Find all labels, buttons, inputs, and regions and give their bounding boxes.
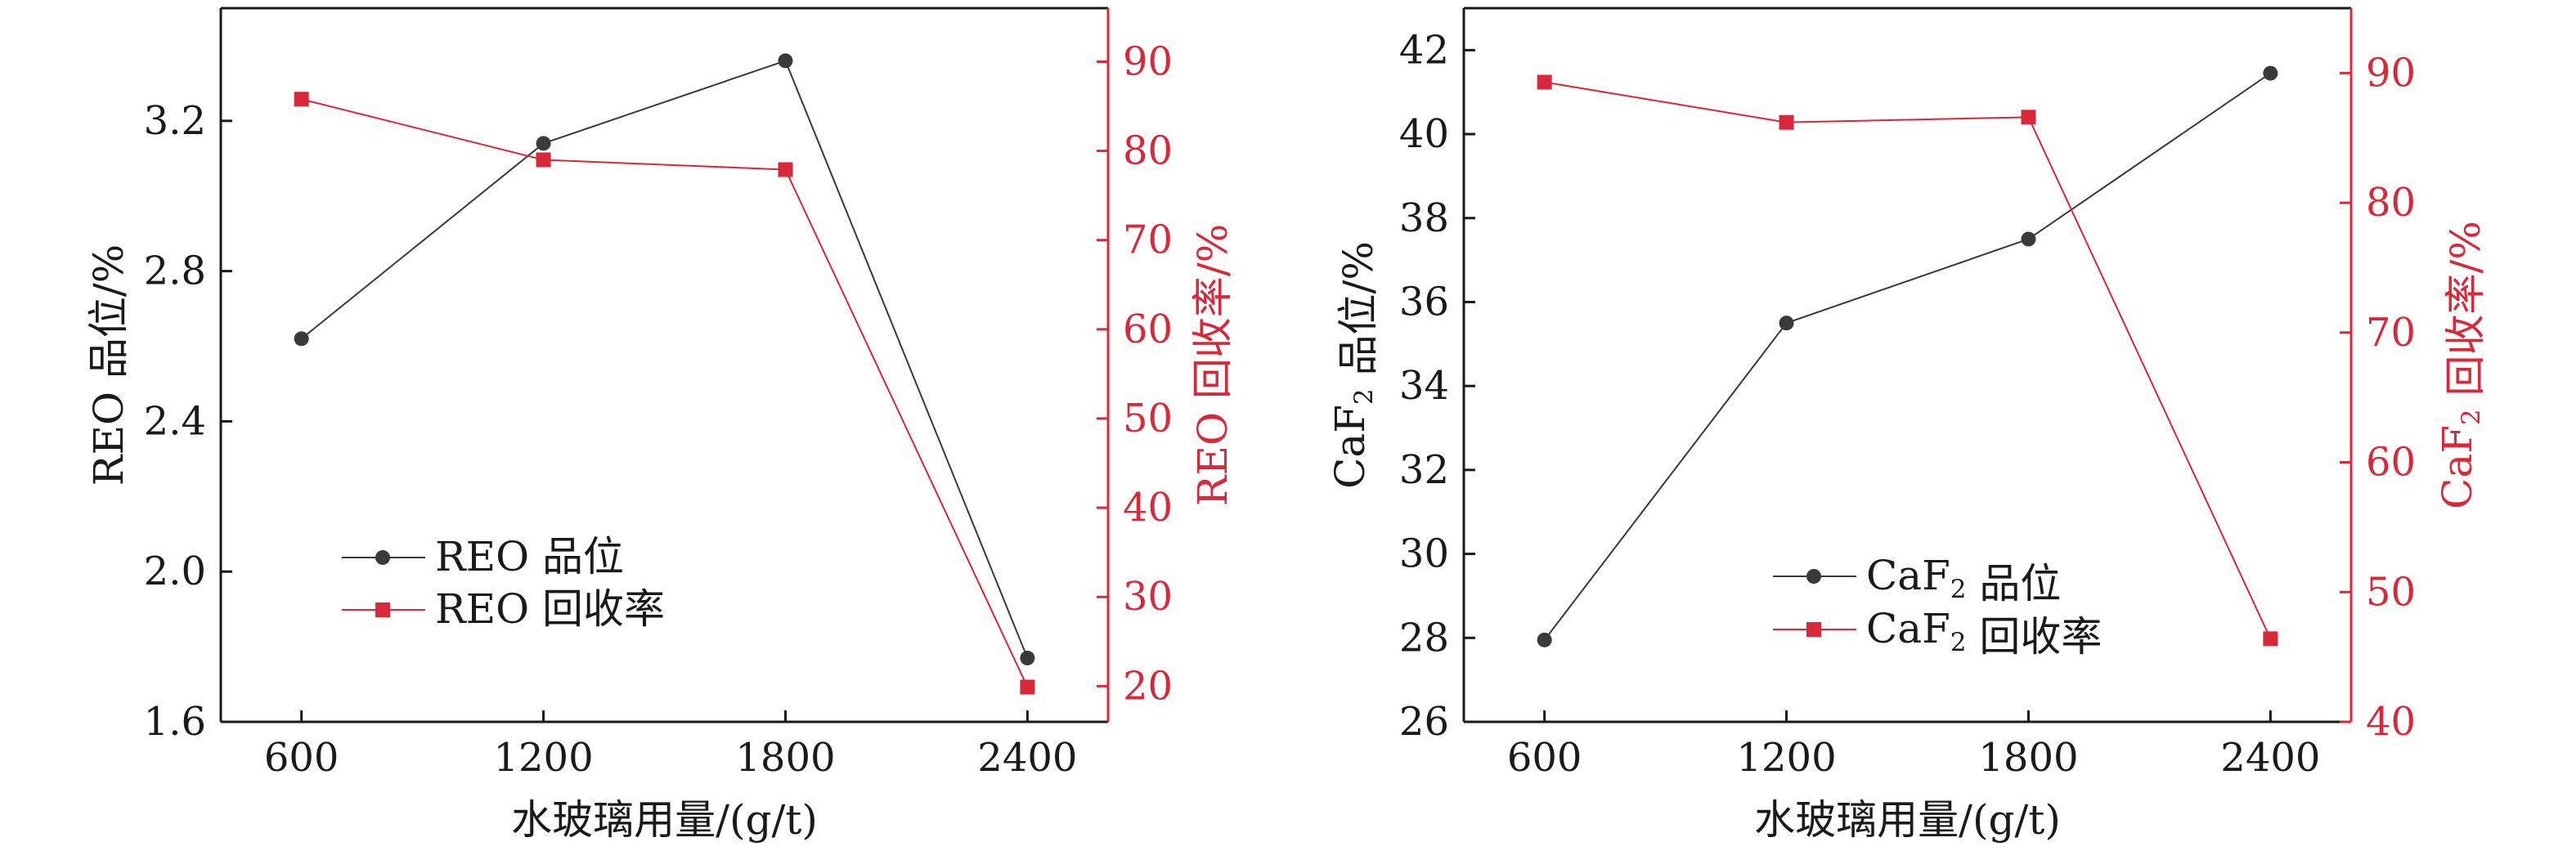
y-left-tick-label: 30 — [1399, 531, 1449, 577]
y-left-tick-label: 38 — [1399, 195, 1449, 241]
y-left-title-group: CaF2 品位/% — [1326, 241, 1382, 489]
legend-marker-recovery — [1806, 622, 1821, 637]
data-point-grade — [1779, 316, 1794, 331]
series-line-2 — [301, 98, 1029, 688]
data-point-grade — [778, 53, 793, 69]
y-right-tick-label: 60 — [2366, 440, 2416, 486]
y-right-axis-title: REO 回收率/% — [1189, 224, 1236, 506]
y-right-title-group: CaF2 回收率/% — [2434, 221, 2489, 509]
series-line-2 — [1544, 81, 2272, 639]
y-left-tick-label: 3.2 — [144, 98, 206, 144]
legend-marker-grade — [375, 550, 390, 565]
y-left-axis-title: CaF2 品位/% — [1326, 241, 1382, 489]
y-right-tick-label: 30 — [1123, 574, 1173, 620]
x-tick-label: 2400 — [2220, 735, 2320, 781]
x-tick-label: 1200 — [493, 735, 593, 781]
chart-1: 600 1200 1800 2400 1.6 2.0 2.4 2.8 3.2 20 30 40 50 60… — [85, 7, 1236, 844]
y-right-tick-label: 90 — [1123, 38, 1173, 84]
y-left-tick-label: 42 — [1399, 27, 1449, 73]
legend-label: CaF2 品位 — [1866, 552, 2061, 607]
x-tick-label: 1200 — [1736, 735, 1836, 781]
series-line-1 — [301, 60, 1029, 659]
x-tick-label: 600 — [1507, 735, 1582, 781]
y-left-tick-label: 28 — [1399, 615, 1449, 661]
y-right-tick-label: 40 — [2366, 699, 2416, 745]
data-point-recovery — [1020, 679, 1035, 695]
legend-label: CaF2 回收率 — [1866, 605, 2102, 661]
y-right-tick-label: 40 — [1123, 485, 1173, 531]
data-point-grade — [2021, 231, 2036, 247]
y-left-title-group: REO 品位/% — [85, 244, 132, 486]
y-right-tick-label: 50 — [1123, 396, 1173, 441]
y-right-tick-label: 70 — [1123, 217, 1173, 263]
legend-label: REO 回收率 — [435, 585, 665, 633]
x-axis-title: 水玻璃用量/(g/t) — [1754, 796, 2061, 844]
x-tick-label: 1800 — [735, 735, 835, 781]
data-point-recovery — [2263, 631, 2278, 647]
y-right-axis-title: CaF2 回收率/% — [2434, 221, 2489, 509]
y-right-tick-label: 70 — [2366, 310, 2416, 356]
y-left-tick-label: 2.8 — [144, 249, 206, 294]
data-point-recovery — [1537, 74, 1552, 90]
y-left-tick-label: 32 — [1399, 447, 1449, 493]
y-left-tick-label: 40 — [1399, 111, 1449, 157]
chart-2: 600 1200 1800 2400 26 28 30 32 34 36 38 40 42 40 50 60 7… — [1326, 7, 2489, 844]
y-right-tick-label: 80 — [1123, 128, 1173, 174]
data-point-grade — [294, 331, 309, 347]
y-left-tick-label: 2.4 — [144, 398, 206, 444]
y-right-tick-label: 20 — [1123, 663, 1173, 709]
x-axis-title: 水玻璃用量/(g/t) — [511, 796, 818, 844]
y-right-tick-label: 50 — [2366, 569, 2416, 615]
data-point-recovery — [536, 152, 551, 168]
y-left-axis-title: REO 品位/% — [85, 244, 132, 486]
y-right-tick-label: 60 — [1123, 307, 1173, 352]
data-point-grade — [1537, 632, 1552, 647]
data-point-recovery — [2021, 110, 2036, 125]
data-point-grade — [536, 136, 551, 151]
y-right-tick-label: 90 — [2366, 50, 2416, 96]
y-left-tick-label: 36 — [1399, 279, 1449, 325]
y-left-tick-label: 34 — [1399, 363, 1449, 409]
x-tick-label: 600 — [264, 735, 339, 781]
y-left-tick-label: 1.6 — [144, 699, 206, 745]
y-right-tick-label: 80 — [2366, 180, 2416, 226]
series-line-1 — [1543, 72, 2271, 641]
x-tick-label: 1800 — [1978, 735, 2078, 781]
y-right-title-group: REO 回收率/% — [1189, 224, 1236, 506]
legend-marker-recovery — [375, 602, 390, 617]
data-point-recovery — [294, 92, 309, 107]
x-tick-label: 2400 — [977, 735, 1077, 781]
data-point-grade — [2263, 65, 2278, 81]
legend-label: REO 品位 — [435, 533, 624, 580]
y-left-tick-label: 26 — [1399, 699, 1449, 745]
legend-marker-grade — [1806, 569, 1821, 584]
legend: REO 品位 REO 回收率 — [342, 533, 665, 633]
data-point-grade — [1020, 650, 1035, 665]
data-point-recovery — [778, 162, 793, 177]
data-point-recovery — [1779, 114, 1794, 130]
y-left-tick-label: 2.0 — [144, 549, 206, 594]
